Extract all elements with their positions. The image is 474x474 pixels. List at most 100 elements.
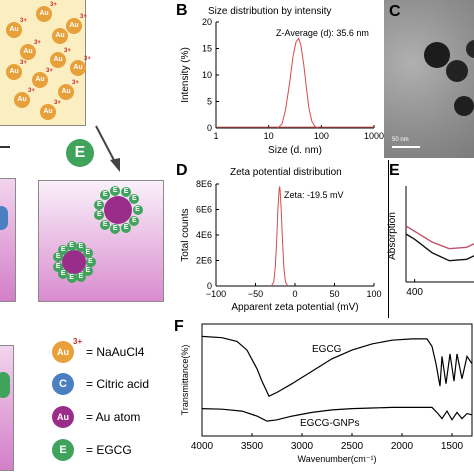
egcg-step-badge: E (66, 139, 94, 167)
egcg-shell-molecule: E (53, 252, 64, 263)
ftir-curve-egcg (201, 335, 473, 398)
x-tick-label: 100 (366, 289, 381, 299)
citrate-particle (0, 206, 8, 230)
au3-ion: Au (14, 92, 30, 108)
y-tick-label: 0 (207, 123, 212, 133)
au3-charge: 3+ (64, 48, 71, 54)
au3-ion: Au (6, 64, 22, 80)
panel-d-title: Zeta potential distribution (230, 167, 342, 178)
egcg-shell-molecule: E (66, 240, 77, 251)
egcg-shell-molecule: E (82, 248, 93, 259)
absorption-curve-1 (405, 233, 474, 262)
x-tick-label: 1000 (364, 131, 384, 141)
au3-charge: 3+ (20, 18, 27, 24)
egcg-shell-molecule: E (121, 222, 132, 233)
au3-charge: 3+ (28, 88, 35, 94)
tem-particle (424, 42, 450, 68)
au3-legend-icon: Au (52, 341, 74, 363)
ftir-curve-egcg-gnps (201, 406, 473, 422)
legend-item-au-atom: Au = Au atom (52, 404, 192, 430)
tem-image: 50 nm (384, 0, 474, 158)
x-tick-label: 100 (314, 131, 329, 141)
egcg-shell-molecule: E (53, 261, 64, 272)
x-tick-label: 3000 (291, 441, 314, 452)
tem-scale-bar (392, 146, 420, 148)
egcg-shell-molecule: E (100, 219, 111, 230)
egcg-shell-molecule: E (110, 185, 121, 196)
lower-particle (0, 372, 10, 398)
x-axis-label: Wavenumber(cm⁻¹) (298, 454, 377, 464)
chart-annotation: Z-Average (d): 35.6 nm (276, 28, 369, 38)
panel-letter-c: C (389, 3, 401, 20)
x-axis-label: Apparent zeta potential (mV) (231, 302, 358, 313)
egcg-shell-molecule: E (110, 224, 121, 235)
tem-scale-label: 50 nm (392, 137, 409, 143)
legend: Au 3+ = NaAuCl4 C = Citric acid Au = Au … (52, 337, 192, 468)
au3-ion: Au (20, 44, 36, 60)
au3-charge: 3+ (72, 80, 79, 86)
egcg-shell-molecule: E (75, 272, 86, 282)
panel-letter-d: D (176, 162, 188, 179)
au3-ion: Au (70, 60, 86, 76)
egcg-shell-molecule: E (85, 257, 96, 267)
x-tick-label: 2500 (341, 441, 364, 452)
au3-ion: Au (58, 84, 74, 100)
y-tick-label: 20 (202, 18, 212, 27)
au3-charge: 3+ (50, 2, 57, 8)
plot-frame (201, 323, 473, 437)
y-tick-label: 6E6 (196, 205, 212, 215)
x-tick-label: 0 (292, 289, 297, 299)
panel-e-frame (388, 160, 474, 318)
x-tick-label: 400 (406, 287, 423, 298)
au3-charge: 3+ (80, 14, 87, 20)
lower-solution-box (0, 345, 14, 471)
au3-ion: Au (52, 28, 68, 44)
y-tick-label: 15 (202, 44, 212, 54)
egcg-shell-molecule: E (129, 215, 140, 226)
x-tick-label: 4000 (191, 441, 214, 452)
tem-particle (466, 40, 474, 58)
zeta-potential-chart: −100 −50 0 50 100 0 2E6 4E6 6E6 8E6 Zeta: -19.5 mV… (180, 179, 382, 313)
y-tick-label: 8E6 (196, 179, 212, 189)
ftir-chart: 4000 3500 3000 2500 2000 1500 EGCG EGCG-GNPs Wav… (180, 323, 473, 464)
egcg-shell-molecule: E (94, 199, 105, 210)
au3-charge: 3+ (54, 100, 61, 106)
x-tick-label: 3500 (241, 441, 264, 452)
x-tick-label: 1 (213, 131, 218, 141)
citric-acid-legend-icon: C (52, 373, 74, 395)
x-tick-label: 1500 (441, 441, 464, 452)
x-tick-label: −100 (206, 289, 226, 299)
au3-ion: Au (32, 72, 48, 88)
au3-charge: 3+ (84, 56, 91, 62)
y-tick-label: 0 (207, 281, 212, 291)
x-tick-label: 2000 (391, 441, 414, 452)
panel-letter-e: E (389, 162, 400, 179)
panel-b-title: Size distribution by intensity (208, 6, 332, 17)
x-tick-label: −50 (248, 289, 263, 299)
left-arrow-stub (0, 146, 10, 148)
legend-superscript: 3+ (73, 337, 83, 346)
egcg-shell-molecule: E (58, 244, 69, 255)
panel-letter-b: B (176, 2, 188, 19)
egcg-legend-icon: E (52, 439, 74, 461)
series-label-egcg-gnps: EGCG-GNPs (300, 418, 359, 429)
y-tick-label: 5 (207, 97, 212, 107)
legend-label-citric-acid: = Citric acid (86, 377, 150, 391)
schematic-panel: Au3+Au3+Au3+Au3+Au3+Au3+Au3+Au3+Au3+Au3+… (0, 0, 195, 474)
panel-letter-f: F (174, 318, 184, 335)
egcg-shell-molecule: E (132, 205, 143, 215)
x-tick-label: 10 (264, 131, 274, 141)
size-distribution-curve (277, 37, 318, 129)
y-axis-label: Total counts (180, 208, 191, 261)
tem-particle (446, 60, 468, 82)
au3-ion: Au (36, 6, 52, 22)
y-axis-label: Absorption (387, 212, 398, 260)
x-tick-label: 50 (329, 289, 339, 299)
egcg-shell-molecule: E (66, 273, 77, 284)
au3-ion: Au (66, 18, 82, 34)
chart-annotation: Zeta: -19.5 mV (284, 190, 344, 200)
legend-label-au-atom: = Au atom (86, 410, 141, 424)
legend-item-naaucl4: Au 3+ = NaAuCl4 (52, 337, 192, 364)
au3-ion: Au (50, 52, 66, 68)
egcg-shell-molecule: E (129, 194, 140, 205)
